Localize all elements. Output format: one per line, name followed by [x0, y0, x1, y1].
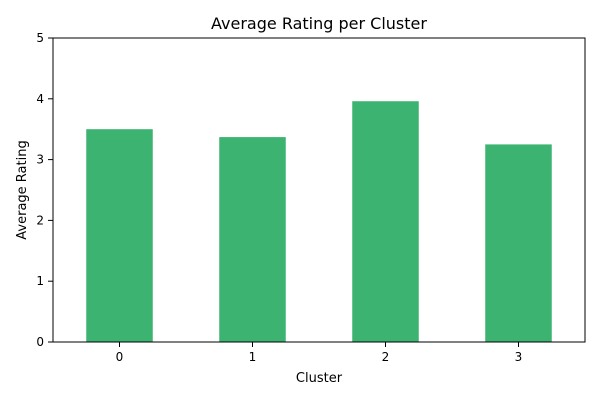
bar-cluster-2 — [352, 101, 419, 342]
bar-cluster-0 — [86, 129, 153, 342]
x-tick-label: 1 — [249, 350, 257, 364]
x-tick-label: 0 — [116, 350, 124, 364]
bar-cluster-1 — [219, 137, 286, 342]
x-tick-label: 3 — [515, 350, 523, 364]
bars-layer — [86, 101, 552, 342]
y-tick-label: 1 — [36, 274, 44, 288]
x-tick-label: 2 — [382, 350, 390, 364]
chart-title: Average Rating per Cluster — [211, 14, 427, 33]
y-tick-label: 0 — [36, 335, 44, 349]
bar-cluster-3 — [485, 144, 552, 342]
y-tick-label: 3 — [36, 153, 44, 167]
y-tick-label: 2 — [36, 213, 44, 227]
y-tick-label: 5 — [36, 31, 44, 45]
y-tick-label: 4 — [36, 92, 44, 106]
ticks-layer: 0 1 2 3 0 1 2 3 4 5 — [36, 31, 522, 364]
plot-frame — [52, 37, 586, 343]
y-axis-label: Average Rating — [15, 140, 30, 239]
x-axis-label: Cluster — [296, 371, 343, 386]
